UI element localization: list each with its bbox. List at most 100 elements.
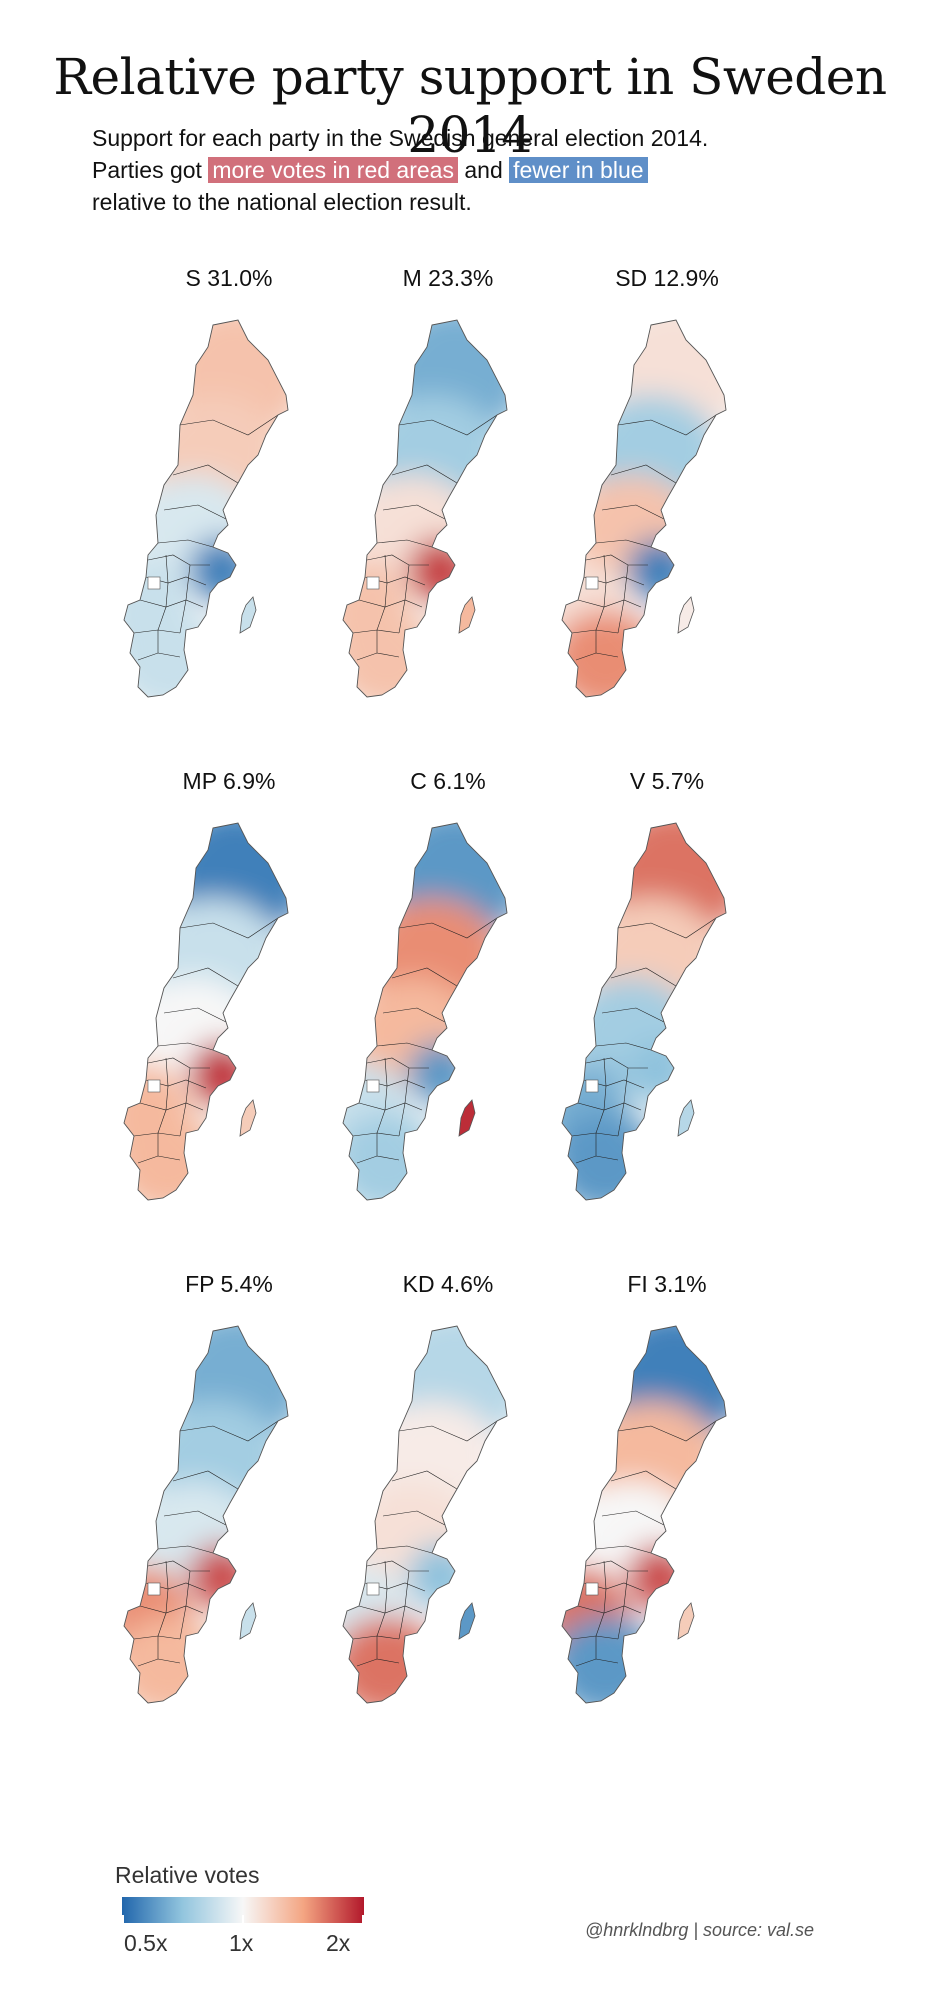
lake-vanern <box>366 576 380 590</box>
county-border <box>163 1007 229 1024</box>
lake-vanern <box>585 1079 599 1093</box>
country-outline <box>123 1325 289 1704</box>
legend-tick-0.5x: 0.5x <box>124 1930 168 1956</box>
region-south <box>562 1616 661 1703</box>
region-south <box>343 1616 442 1703</box>
region-gotland <box>677 1099 695 1137</box>
county-border <box>358 599 423 608</box>
county-border <box>391 464 458 484</box>
county-border <box>398 1570 410 1640</box>
panel-label-kd: KD 4.6% <box>402 1271 494 1297</box>
county-border <box>617 917 717 939</box>
county-border <box>601 1007 667 1024</box>
country-outline <box>561 822 727 1201</box>
county-border <box>617 1067 629 1137</box>
county-border <box>139 1605 204 1614</box>
region-stockholm <box>189 1041 253 1105</box>
county-border <box>139 599 204 608</box>
region-stockholm <box>627 538 691 602</box>
country-outline <box>561 1325 727 1704</box>
map-c <box>342 822 508 1201</box>
map-panel-fp: FP 5.4% <box>118 1271 340 1781</box>
highlight-blue: fewer in blue <box>509 157 648 183</box>
legend-title: Relative votes <box>115 1862 260 1888</box>
map-s <box>123 319 289 698</box>
region-gotland <box>239 1099 257 1137</box>
county-border <box>398 1067 410 1137</box>
region-south <box>124 1616 223 1703</box>
lake-vanern <box>147 1582 161 1596</box>
legend-tick-1x: 1x <box>229 1930 254 1956</box>
panel-label-m: M 23.3% <box>402 265 494 291</box>
county-border <box>595 554 607 653</box>
county-border <box>163 504 229 521</box>
legend-color-bar <box>122 1897 364 1923</box>
region-south <box>343 1113 442 1200</box>
lake-vanern <box>366 1582 380 1596</box>
county-border <box>358 1605 423 1614</box>
credit-source: @hnrklndbrg | source: val.se <box>585 1920 815 1940</box>
region-gotland <box>458 1602 476 1640</box>
county-border <box>585 1057 648 1069</box>
county-border <box>610 967 677 987</box>
map-v <box>561 822 727 1201</box>
county-border <box>172 1470 239 1490</box>
map-panel-fi: FI 3.1% <box>556 1271 778 1781</box>
map-panel-s: S 31.0% <box>118 265 340 775</box>
county-border <box>157 554 169 653</box>
county-border <box>577 599 642 608</box>
county-border <box>398 414 498 436</box>
country-outline <box>123 822 289 1201</box>
region-gotland <box>458 1099 476 1137</box>
map-panel-v: V 5.7% <box>556 768 778 1278</box>
map-panel-sd: SD 12.9% <box>556 265 778 775</box>
panel-label-s: S 31.0% <box>185 265 273 291</box>
map-mp <box>123 822 289 1201</box>
county-border <box>172 967 239 987</box>
subtitle-prefix: Parties got <box>92 157 209 183</box>
country-outline <box>123 319 289 698</box>
county-border <box>366 554 429 566</box>
highlight-red: more votes in red areas <box>208 157 458 183</box>
county-border <box>595 1042 652 1051</box>
legend-tick-2x: 2x <box>326 1930 351 1956</box>
region-south <box>124 610 223 697</box>
county-border <box>398 564 410 634</box>
county-border <box>595 1560 607 1659</box>
county-border <box>179 1420 279 1442</box>
county-border <box>398 917 498 939</box>
county-border <box>610 1470 677 1490</box>
county-border <box>157 1545 214 1554</box>
county-border <box>376 1545 433 1554</box>
county-border <box>601 1510 667 1527</box>
county-border <box>179 1067 191 1137</box>
country-outline <box>342 822 508 1201</box>
map-panel-mp: MP 6.9% <box>118 768 340 1278</box>
subtitle-line-3: relative to the national election result… <box>92 189 472 215</box>
county-border <box>382 1510 448 1527</box>
county-border <box>147 1560 210 1572</box>
country-outline <box>342 1325 508 1704</box>
county-border <box>147 554 210 566</box>
region-south <box>562 1113 661 1200</box>
subtitle-line-1: Support for each party in the Swedish ge… <box>92 125 709 151</box>
region-gotland <box>239 596 257 634</box>
chart-title: Relative party support in Sweden 2014 <box>53 48 887 164</box>
map-sd <box>561 319 727 698</box>
county-border <box>617 564 629 634</box>
lake-vanern <box>585 1582 599 1596</box>
region-stockholm <box>408 1041 472 1105</box>
region-south <box>343 610 442 697</box>
region-gotland <box>677 1602 695 1640</box>
county-border <box>391 967 458 987</box>
county-border <box>577 1102 642 1111</box>
county-border <box>163 1510 229 1527</box>
panel-label-c: C 6.1% <box>410 768 486 794</box>
county-border <box>376 1560 388 1659</box>
map-m <box>342 319 508 698</box>
lake-vanern <box>585 576 599 590</box>
county-border <box>376 554 388 653</box>
county-border <box>610 464 677 484</box>
county-border <box>617 414 717 436</box>
region-stockholm <box>627 1544 691 1608</box>
